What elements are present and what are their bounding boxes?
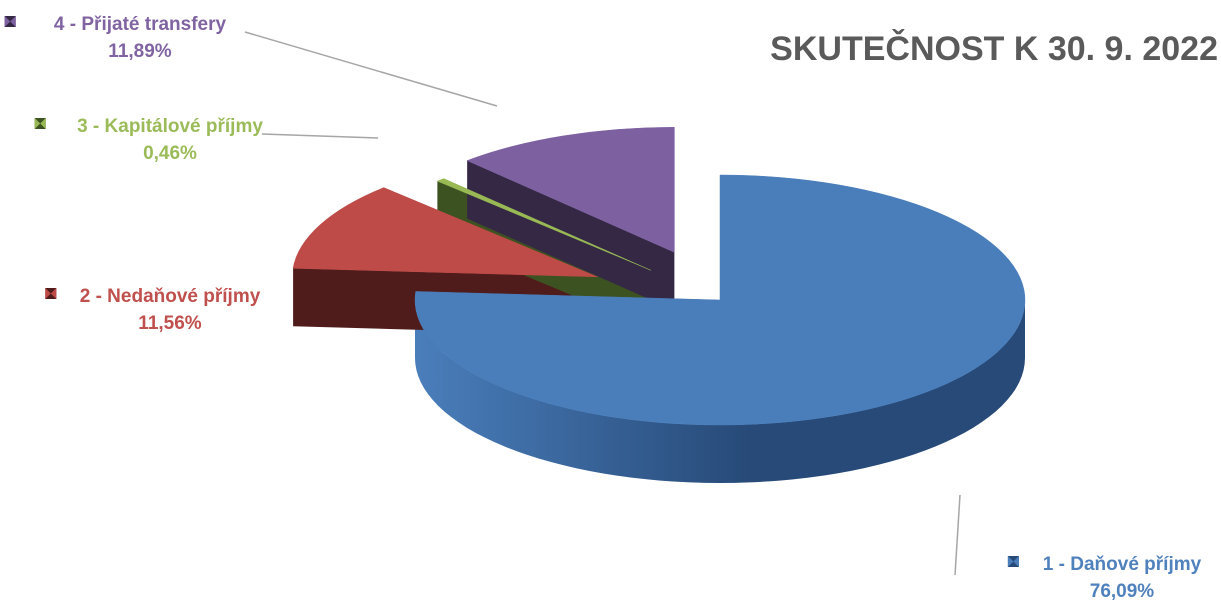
- slice-value-1: 76,09%: [1090, 581, 1155, 602]
- chart-title: SKUTEČNOST K 30. 9. 2022: [770, 29, 1218, 68]
- slice-value-2: 11,56%: [138, 313, 201, 334]
- slice-tops: [292, 127, 1026, 426]
- slice-value-4: 11,89%: [108, 41, 171, 62]
- legend-key-3: [34, 118, 46, 129]
- slice-value-3: 0,46%: [143, 143, 197, 164]
- slice-3: [436, 178, 652, 271]
- slice-label-3: 3 - Kapitálové příjmy: [77, 116, 263, 137]
- slice-label-2: 2 - Nedaňové příjmy: [80, 286, 261, 307]
- slice-4: [466, 127, 675, 253]
- slice-2: [292, 187, 598, 278]
- slice-label-4: 4 - Přijaté transfery: [54, 14, 227, 35]
- leader-line-4: [244, 31, 498, 107]
- legend-key-4: [4, 16, 16, 27]
- legend-key-1: [1007, 556, 1019, 567]
- slice-1: [414, 174, 1026, 426]
- leader-line-1: [954, 494, 961, 576]
- leader-line-3: [261, 133, 379, 139]
- slice-side-1: [415, 300, 1025, 483]
- legend-key-2: [45, 288, 57, 299]
- data-labels: 1 - Daňové příjmy 76,09% 2 - Nedaňové příj…: [4, 14, 1202, 602]
- slice-label-1: 1 - Daňové příjmy: [1043, 554, 1202, 575]
- leader-lines: [244, 31, 961, 576]
